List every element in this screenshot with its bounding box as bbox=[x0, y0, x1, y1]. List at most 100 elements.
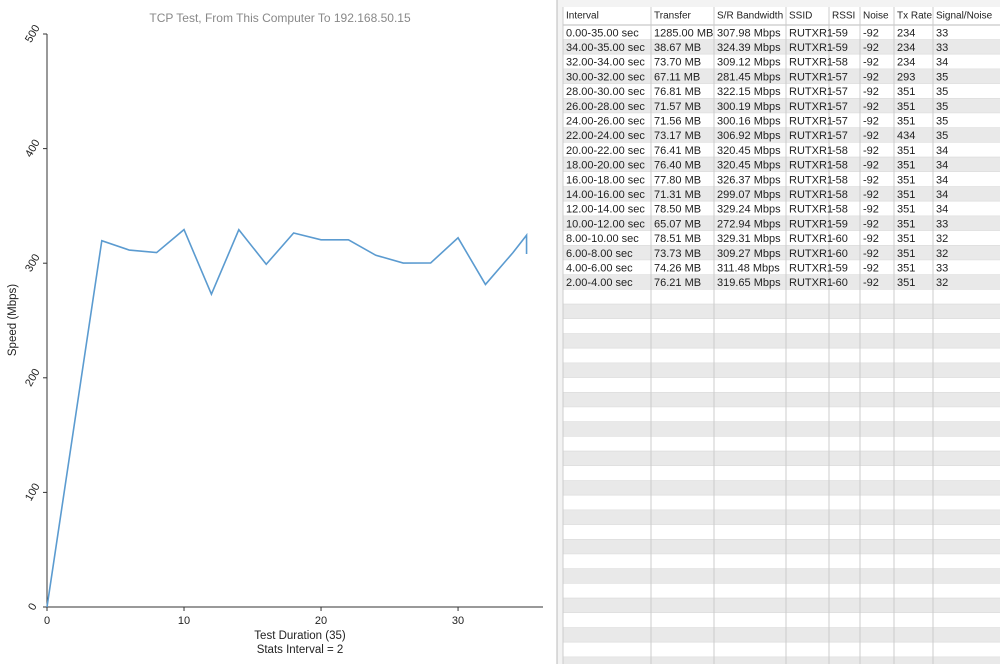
table-row bbox=[563, 554, 1000, 569]
table-cell: 32 bbox=[936, 248, 948, 260]
chart-title: TCP Test, From This Computer To 192.168.… bbox=[149, 11, 411, 25]
table-cell: 71.57 MB bbox=[654, 101, 701, 113]
table-row bbox=[563, 39, 1000, 55]
table-row bbox=[563, 583, 1000, 599]
table-cell: RUTXR1 bbox=[789, 57, 833, 69]
table-cell: 73.73 MB bbox=[654, 248, 701, 260]
table-cell: 32 bbox=[936, 233, 948, 245]
table-cell: -92 bbox=[863, 130, 879, 142]
table-row bbox=[563, 289, 1000, 305]
table-cell: -92 bbox=[863, 233, 879, 245]
table-row bbox=[563, 642, 1000, 658]
table-cell: -58 bbox=[832, 160, 848, 172]
line bbox=[46, 228, 528, 608]
table-row bbox=[563, 186, 1000, 202]
table-cell: 309.12 Mbps bbox=[717, 57, 781, 69]
table-cell: RUTXR1 bbox=[789, 42, 833, 54]
table-cell: 434 bbox=[897, 130, 915, 142]
table-cell: 73.70 MB bbox=[654, 57, 701, 69]
table-row bbox=[563, 510, 1000, 525]
table-row bbox=[563, 216, 1000, 231]
table-row bbox=[563, 127, 1000, 143]
table-cell: RUTXR1 bbox=[789, 174, 833, 186]
table-cell: 35 bbox=[936, 71, 948, 83]
table-header bbox=[563, 7, 1000, 25]
table-cell: 12.00-14.00 sec bbox=[566, 204, 645, 216]
column-header: Noise bbox=[863, 11, 889, 22]
table-cell: RUTXR1 bbox=[789, 115, 833, 127]
table-cell: RUTXR1 bbox=[789, 145, 833, 157]
table-row bbox=[563, 363, 1000, 378]
table-cell: 324.39 Mbps bbox=[717, 42, 781, 54]
table-cell: -92 bbox=[863, 160, 879, 172]
table-cell: 351 bbox=[897, 204, 915, 216]
table-cell: 76.40 MB bbox=[654, 160, 701, 172]
table-cell: 28.00-30.00 sec bbox=[566, 86, 645, 98]
table-cell: 351 bbox=[897, 86, 915, 98]
table-cell: -92 bbox=[863, 189, 879, 201]
table-cell: -92 bbox=[863, 57, 879, 69]
table-cell: 351 bbox=[897, 262, 915, 274]
table-cell: 35 bbox=[936, 130, 948, 142]
table-cell: RUTXR1 bbox=[789, 71, 833, 83]
table-cell: 34 bbox=[936, 160, 948, 172]
table-row bbox=[563, 568, 1000, 584]
table-cell: -92 bbox=[863, 204, 879, 216]
table-cell: 234 bbox=[897, 27, 915, 39]
table-row bbox=[563, 142, 1000, 158]
table-row bbox=[563, 333, 1000, 349]
table-cell: -57 bbox=[832, 86, 848, 98]
table-cell: -92 bbox=[863, 248, 879, 260]
table-cell: 34 bbox=[936, 145, 948, 157]
table-cell: 65.07 MB bbox=[654, 218, 701, 230]
table-cell: RUTXR1 bbox=[789, 248, 833, 260]
table-cell: -60 bbox=[832, 277, 848, 289]
table-row bbox=[563, 613, 1000, 628]
table-cell: 76.41 MB bbox=[654, 145, 701, 157]
table-cell: 76.81 MB bbox=[654, 86, 701, 98]
table-cell: RUTXR1 bbox=[789, 218, 833, 230]
table-cell: 34 bbox=[936, 204, 948, 216]
table-cell: 14.00-16.00 sec bbox=[566, 189, 645, 201]
table-cell: -59 bbox=[832, 42, 848, 54]
table-row bbox=[563, 421, 1000, 437]
table-cell: 16.00-18.00 sec bbox=[566, 174, 645, 186]
table-row bbox=[563, 436, 1000, 452]
table-row bbox=[563, 451, 1000, 466]
table-cell: 71.56 MB bbox=[654, 115, 701, 127]
table-row bbox=[563, 627, 1000, 643]
table-cell: -92 bbox=[863, 218, 879, 230]
table-cell: -57 bbox=[832, 71, 848, 83]
table-cell: 326.37 Mbps bbox=[717, 174, 781, 186]
table-cell: -59 bbox=[832, 262, 848, 274]
table-cell: 1285.00 MB bbox=[654, 27, 713, 39]
table-cell: 351 bbox=[897, 248, 915, 260]
table-cell: -92 bbox=[863, 42, 879, 54]
table-cell: -92 bbox=[863, 86, 879, 98]
table-cell: RUTXR1 bbox=[789, 277, 833, 289]
table-cell: 35 bbox=[936, 101, 948, 113]
table-row bbox=[563, 524, 1000, 540]
table-cell: 234 bbox=[897, 57, 915, 69]
table-cell: 78.51 MB bbox=[654, 233, 701, 245]
table-cell: 77.80 MB bbox=[654, 174, 701, 186]
table-row bbox=[563, 54, 1000, 70]
x-axis-label: Test Duration (35) bbox=[254, 630, 346, 642]
table-row bbox=[563, 466, 1000, 481]
table-cell: 351 bbox=[897, 174, 915, 186]
y-axis-label: Speed (Mbps) bbox=[7, 284, 19, 356]
table-cell: 309.27 Mbps bbox=[717, 248, 781, 260]
table-cell: 4.00-6.00 sec bbox=[566, 262, 633, 274]
table-cell: -92 bbox=[863, 277, 879, 289]
table-cell: 351 bbox=[897, 145, 915, 157]
table-row bbox=[563, 260, 1000, 275]
table-cell: 329.31 Mbps bbox=[717, 233, 781, 245]
table-cell: RUTXR1 bbox=[789, 86, 833, 98]
table-cell: 76.21 MB bbox=[654, 277, 701, 289]
table-cell: 33 bbox=[936, 42, 948, 54]
table-cell: RUTXR1 bbox=[789, 27, 833, 39]
table-cell: 34 bbox=[936, 57, 948, 69]
column-header: Transfer bbox=[654, 11, 692, 22]
